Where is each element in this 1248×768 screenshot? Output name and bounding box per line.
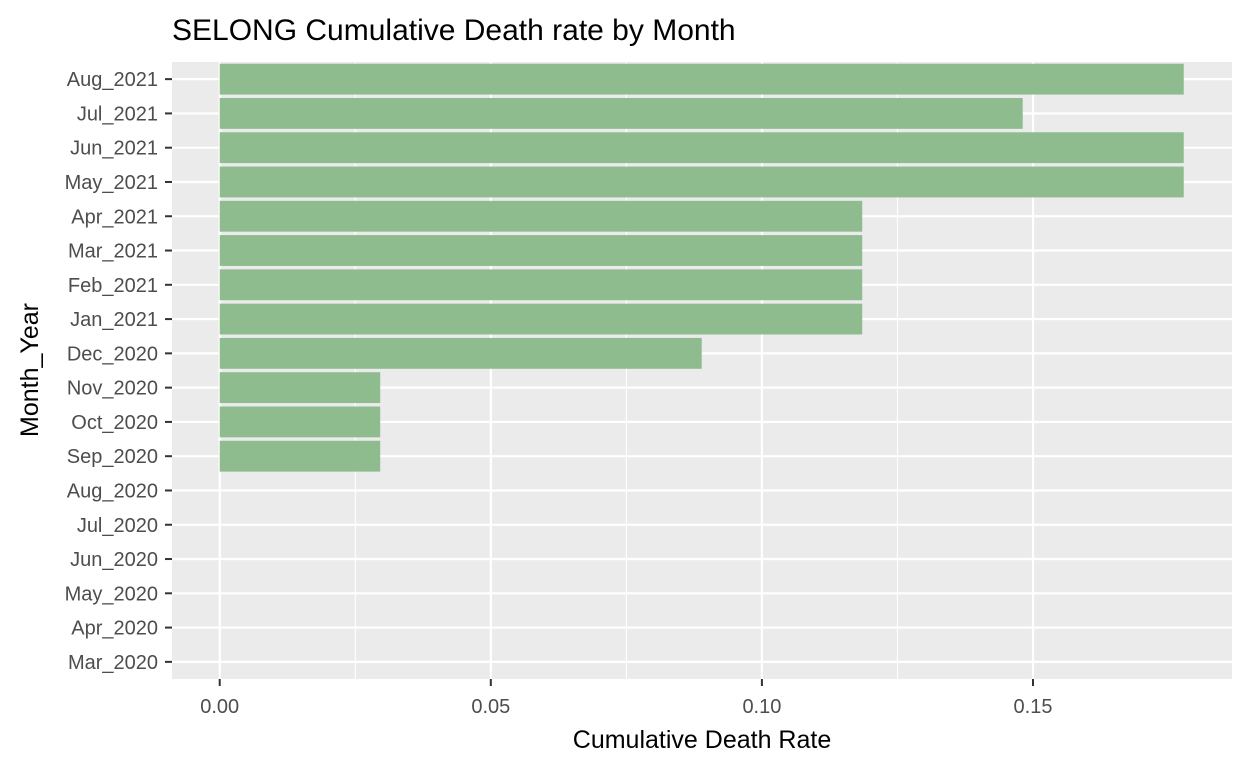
y-tick-label: Aug_2021 <box>67 69 158 91</box>
bar <box>219 63 1184 95</box>
y-tick-label: Aug_2020 <box>67 480 158 502</box>
y-axis-title: Month_Year <box>16 303 44 437</box>
x-tick-label: 0.00 <box>200 696 239 718</box>
y-tick-label: May_2021 <box>65 172 158 194</box>
x-tick-label: 0.05 <box>471 696 510 718</box>
bar <box>219 269 863 301</box>
bar <box>219 132 1184 164</box>
y-tick-label: Oct_2020 <box>71 412 158 434</box>
x-tick-label: 0.10 <box>742 696 781 718</box>
y-tick-label: Apr_2021 <box>71 206 158 228</box>
y-tick-label: May_2020 <box>65 583 158 605</box>
y-tick-label: Jun_2020 <box>70 549 158 571</box>
y-tick-label: Jun_2021 <box>70 138 158 160</box>
y-tick-label: Mar_2020 <box>68 652 158 674</box>
bars <box>219 63 1184 472</box>
y-tick-label: Jul_2020 <box>77 515 158 537</box>
y-tick-label: Nov_2020 <box>67 378 158 400</box>
plot-panel <box>172 62 1232 679</box>
x-tick-label: 0.15 <box>1014 696 1053 718</box>
y-tick-label: Feb_2021 <box>68 275 158 297</box>
bar <box>219 166 1184 198</box>
bar <box>219 200 863 232</box>
bar <box>219 337 702 369</box>
bar <box>219 235 863 266</box>
y-tick-label: Mar_2021 <box>68 241 158 263</box>
bar <box>219 406 381 438</box>
minor-gridlines <box>354 62 899 679</box>
y-tick-label: Jan_2021 <box>70 309 158 331</box>
chart-title: SELONG Cumulative Death rate by Month <box>172 14 736 47</box>
x-axis: 0.00 0.05 0.10 0.15 <box>200 679 1052 718</box>
bar <box>219 97 1023 129</box>
x-axis-title: Cumulative Death Rate <box>573 726 831 754</box>
y-tick-label: Dec_2020 <box>67 343 158 365</box>
bar <box>219 372 381 404</box>
y-tick-label: Jul_2021 <box>77 103 158 125</box>
y-tick-label: Sep_2020 <box>67 446 158 468</box>
y-tick-label: Apr_2020 <box>71 618 158 640</box>
y-axis: Mar_2020 Apr_2020 May_2020 Jun_2020 Jul_2020… <box>65 69 172 674</box>
bar <box>219 440 381 472</box>
bar <box>219 303 863 335</box>
